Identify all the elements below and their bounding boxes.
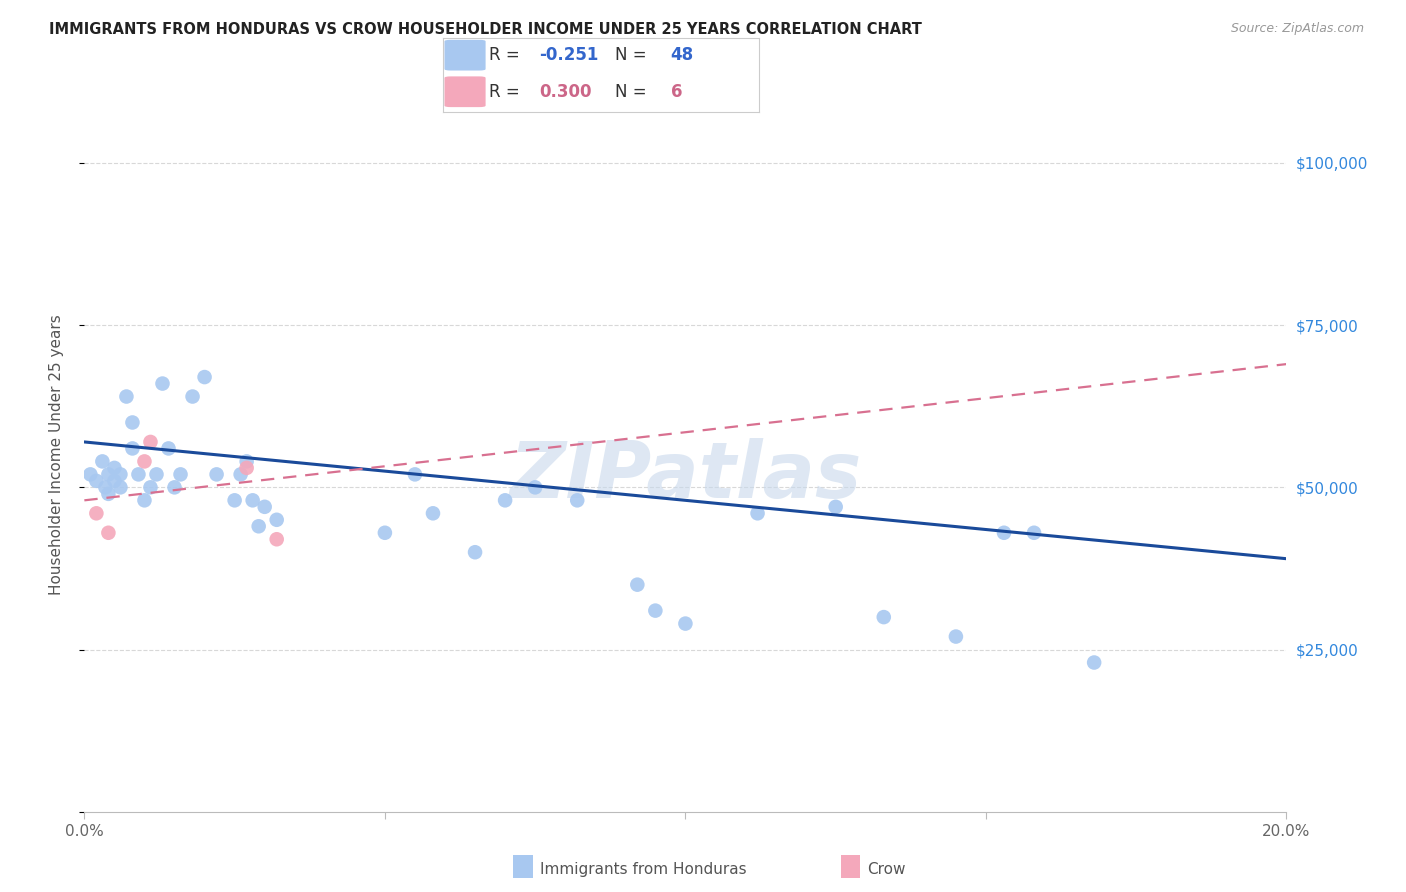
- Point: [121, 442, 143, 456]
- Point: [242, 493, 264, 508]
- Point: [157, 442, 180, 456]
- Point: [127, 467, 149, 482]
- Point: [567, 493, 589, 508]
- Point: [229, 467, 252, 482]
- Point: [945, 630, 967, 644]
- Point: [1022, 525, 1045, 540]
- Text: ZIPatlas: ZIPatlas: [509, 438, 862, 515]
- Point: [873, 610, 896, 624]
- Text: R =: R =: [489, 83, 524, 101]
- Point: [86, 474, 108, 488]
- Text: -0.251: -0.251: [540, 46, 599, 64]
- Point: [86, 506, 108, 520]
- Point: [224, 493, 246, 508]
- Text: 0.300: 0.300: [540, 83, 592, 101]
- Point: [110, 467, 132, 482]
- Text: R =: R =: [489, 46, 524, 64]
- Point: [97, 467, 120, 482]
- Point: [266, 533, 288, 547]
- Point: [91, 454, 114, 468]
- Text: 48: 48: [671, 46, 693, 64]
- Point: [644, 604, 666, 618]
- Point: [134, 493, 156, 508]
- Point: [494, 493, 516, 508]
- Point: [163, 480, 186, 494]
- Text: 6: 6: [671, 83, 682, 101]
- Point: [139, 434, 162, 449]
- Point: [524, 480, 547, 494]
- Text: Source: ZipAtlas.com: Source: ZipAtlas.com: [1230, 22, 1364, 36]
- Point: [134, 454, 156, 468]
- Point: [675, 616, 697, 631]
- Point: [247, 519, 270, 533]
- Point: [145, 467, 167, 482]
- Point: [121, 416, 143, 430]
- Point: [110, 480, 132, 494]
- Point: [97, 487, 120, 501]
- Y-axis label: Householder Income Under 25 years: Householder Income Under 25 years: [49, 315, 63, 595]
- Text: Crow: Crow: [868, 863, 905, 877]
- Point: [253, 500, 276, 514]
- Point: [626, 577, 648, 591]
- FancyBboxPatch shape: [444, 77, 485, 107]
- Point: [103, 474, 125, 488]
- Point: [194, 370, 217, 384]
- Point: [115, 390, 138, 404]
- FancyBboxPatch shape: [444, 40, 485, 70]
- Point: [993, 525, 1015, 540]
- Point: [1083, 656, 1105, 670]
- Text: IMMIGRANTS FROM HONDURAS VS CROW HOUSEHOLDER INCOME UNDER 25 YEARS CORRELATION C: IMMIGRANTS FROM HONDURAS VS CROW HOUSEHO…: [49, 22, 922, 37]
- Point: [235, 461, 257, 475]
- Point: [422, 506, 444, 520]
- Point: [97, 525, 120, 540]
- Point: [266, 513, 288, 527]
- Point: [181, 390, 204, 404]
- Point: [235, 454, 257, 468]
- Point: [79, 467, 101, 482]
- Point: [152, 376, 174, 391]
- Point: [139, 480, 162, 494]
- Point: [169, 467, 191, 482]
- Text: N =: N =: [616, 83, 652, 101]
- Point: [205, 467, 228, 482]
- Point: [103, 461, 125, 475]
- Point: [747, 506, 769, 520]
- Point: [374, 525, 396, 540]
- Point: [824, 500, 846, 514]
- Text: Immigrants from Honduras: Immigrants from Honduras: [540, 863, 747, 877]
- Text: N =: N =: [616, 46, 652, 64]
- Point: [464, 545, 486, 559]
- Point: [404, 467, 426, 482]
- Point: [94, 480, 117, 494]
